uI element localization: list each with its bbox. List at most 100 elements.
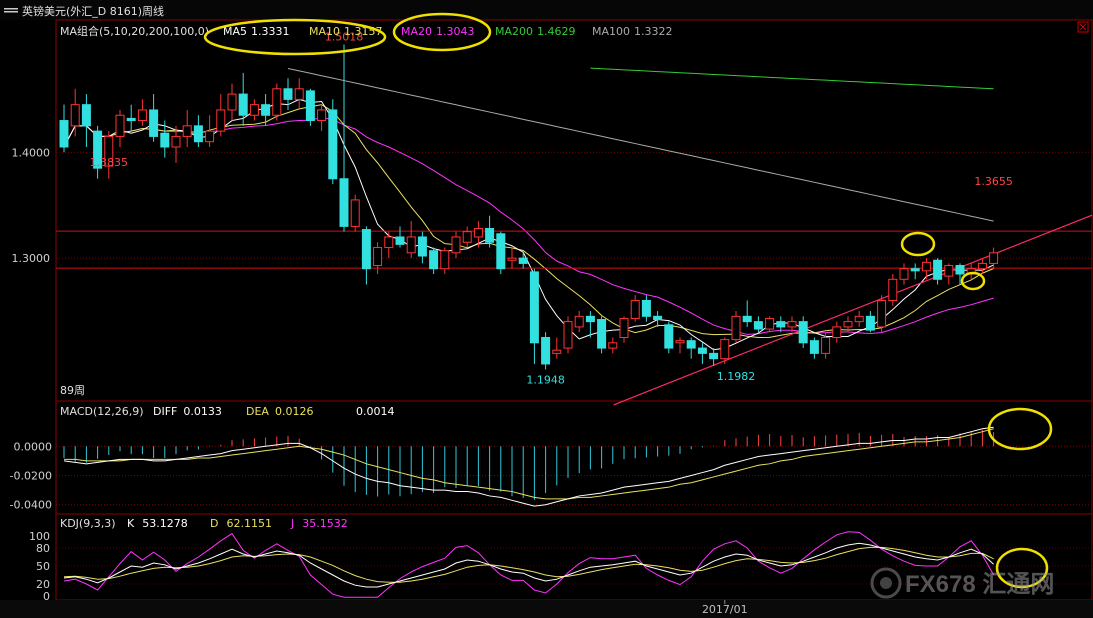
candle-body [888, 278, 898, 301]
candle-body [339, 178, 349, 227]
candle-body [910, 268, 920, 272]
window-title: 英镑美元(外汇_D 8161)周线 [22, 4, 164, 18]
candle-body [149, 109, 159, 137]
candle-body [686, 340, 696, 349]
candle-body [619, 317, 629, 339]
kdj-j-line [63, 531, 995, 598]
kdj-legend-name: J [290, 517, 294, 530]
macd-legend: MACD(12,26,9) DIFF 0.0133 DEA 0.0126 0.0014 [60, 405, 395, 418]
candle-body [317, 109, 327, 122]
candle-body [328, 109, 338, 180]
candle-body [552, 349, 562, 354]
highlight-trend-touch [960, 271, 986, 291]
macd-legend-item: DIFF 0.0133 [153, 405, 222, 418]
candle-body [563, 321, 573, 349]
ma-legend-ma100: MA100 1.3322 [592, 25, 673, 38]
kdj-k-line [63, 542, 994, 588]
macd-tick-label: -0.0400 [10, 499, 52, 512]
kdj-legend-item: J 35.1532 [290, 517, 348, 530]
candle-body [843, 321, 853, 328]
candle-body [787, 321, 797, 328]
price-tick-label: 1.3000 [12, 252, 51, 265]
macd-panel [63, 426, 995, 507]
ma-legend-name: MA100 [592, 25, 630, 38]
ma-legend-name: MA5 [223, 25, 247, 38]
candle-body [440, 250, 450, 270]
ma-legend: MA组合(5,10,20,200,100,0) MA5 1.3331 MA10 1.3… [60, 24, 673, 38]
candle-body [193, 125, 203, 143]
ma100-line [287, 67, 994, 222]
candle-body [373, 247, 383, 267]
candle-body [877, 299, 887, 328]
candle-body [93, 130, 103, 169]
kdj-legend-value: 53.1278 [142, 517, 188, 530]
macd-tick-label: 0.0000 [14, 440, 53, 453]
watermark-logo-icon [870, 567, 902, 599]
candle-body [865, 315, 875, 331]
candle-body [977, 262, 987, 270]
candle-body [541, 337, 551, 365]
candle-body [160, 132, 170, 148]
price-annotation: 1.3655 [974, 175, 1013, 188]
candle-body [608, 342, 618, 349]
candle-body [59, 120, 69, 148]
macd-legend-name: DEA [246, 405, 269, 418]
candle-body [675, 340, 685, 344]
candle-body [350, 199, 360, 227]
kdj-legend-name: K [127, 517, 135, 530]
candle-body [462, 231, 472, 243]
ma-legend-name: MA10 [309, 25, 340, 38]
ma-legend-ma200: MA200 1.4629 [495, 25, 576, 38]
highlight-kdj-cross [995, 547, 1049, 589]
macd-dea-line [64, 428, 994, 500]
candle-body [899, 268, 909, 280]
highlight-circles [203, 12, 1053, 589]
candle-body [361, 229, 371, 270]
title-bar: 英镑美元(外汇_D 8161)周线 [0, 0, 1093, 33]
price-annotation: 1.5018 [325, 31, 364, 44]
candle-body [720, 339, 730, 360]
candle-body [518, 257, 528, 264]
kdj-tick-label: 80 [36, 542, 50, 555]
candle-body [597, 319, 607, 349]
ma-legend-name: MA200 [495, 25, 533, 38]
ma-legend-name: MA20 [401, 25, 432, 38]
candle-body [485, 227, 495, 243]
candle-body [417, 236, 427, 257]
macd-legend-item: 0.0014 [356, 405, 395, 418]
candle-body [305, 90, 315, 122]
price-panel: 1.5018 1.3835 1.1948 1.1982 1.3655 [56, 31, 1093, 406]
watermark-logo-core [880, 577, 892, 589]
kdj-legend-name: D [210, 517, 218, 530]
candle-body [753, 321, 763, 330]
kdj-legend-value: 62.1151 [226, 517, 272, 530]
candle-body [216, 109, 226, 132]
candle-body [630, 299, 640, 319]
candle-body [529, 271, 539, 344]
candle-body [70, 104, 80, 127]
macd-legend-item: DEA 0.0126 [246, 405, 313, 418]
candle-body [496, 233, 506, 270]
candle-body [249, 104, 259, 116]
kdj-tick-label: 20 [36, 578, 50, 591]
time-axis-bar [0, 600, 1093, 618]
candle-body [182, 125, 192, 137]
price-annotation: 1.1982 [717, 370, 756, 383]
candle-body [384, 236, 394, 249]
menu-bars-icon[interactable] [4, 8, 18, 13]
ma-legend-value: 1.3331 [251, 25, 290, 38]
candle-body [832, 326, 842, 338]
close-x-icon[interactable] [1077, 21, 1089, 33]
time-axis-label: 2017/01 [702, 603, 748, 616]
ma-legend-value: 1.3043 [436, 25, 475, 38]
macd-legend-value: 0.0126 [275, 405, 314, 418]
candle-body [776, 321, 786, 328]
candle-body [104, 135, 114, 167]
grid-layer: 1.30001.40000.0000-0.0200-0.040002050801… [10, 146, 1092, 616]
watermark: FX678 汇通网 [870, 567, 1054, 599]
candle-body [473, 227, 483, 238]
kdj-panel [63, 531, 995, 598]
candle-body [921, 261, 931, 272]
candle-body [574, 315, 584, 328]
kdj-d-line [63, 546, 994, 583]
